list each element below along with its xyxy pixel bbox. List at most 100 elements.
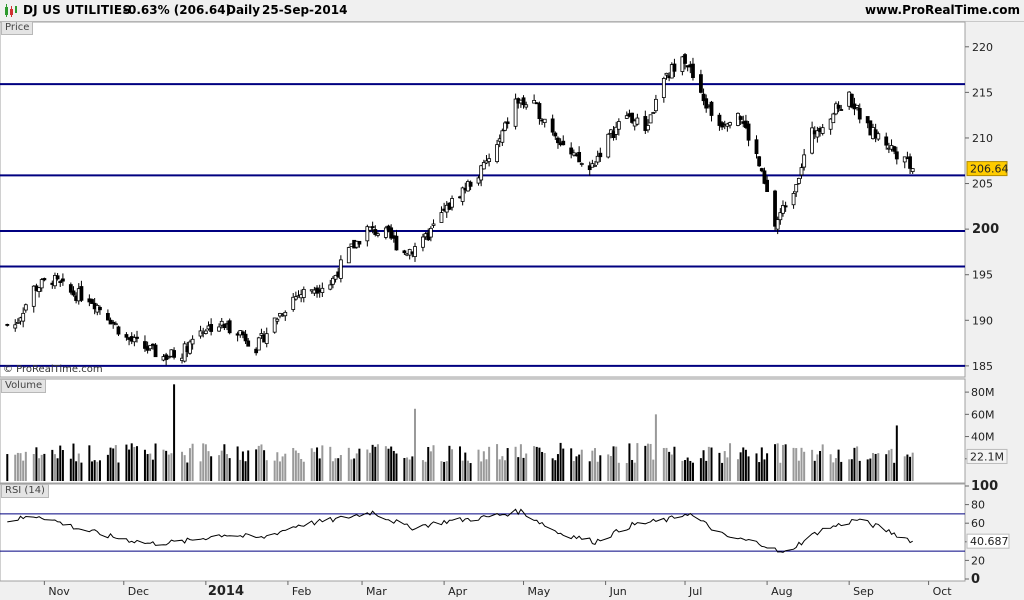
volume-bar — [869, 458, 872, 481]
volume-bar — [853, 447, 856, 481]
candle-body — [264, 333, 269, 344]
volume-bar — [313, 451, 316, 481]
candle-body — [894, 151, 899, 160]
volume-bar — [649, 443, 652, 481]
volume-bar — [819, 450, 822, 481]
volume-bar — [6, 454, 9, 481]
candle-body — [783, 205, 788, 208]
volume-bar — [594, 448, 597, 481]
candle-body — [21, 312, 26, 322]
volume-bar — [149, 453, 152, 481]
volume-bar — [681, 460, 684, 481]
candle-body — [855, 104, 860, 108]
candle-body — [124, 334, 129, 338]
volume-bar — [199, 461, 202, 481]
volume-bar — [533, 446, 536, 481]
price-panel-label: Price — [1, 21, 34, 35]
volume-bar — [668, 451, 671, 481]
volume-bar — [257, 445, 260, 481]
candle-body — [476, 177, 481, 184]
volume-bar — [80, 462, 83, 481]
candle-body — [111, 321, 116, 324]
volume-bar — [93, 460, 96, 481]
volume-bar — [106, 454, 109, 481]
volume-bar — [440, 461, 443, 481]
candle-body — [778, 212, 783, 221]
volume-bar — [220, 450, 223, 481]
volume-bar — [339, 455, 342, 481]
volume-bar — [167, 454, 170, 481]
volume-bar — [69, 458, 72, 481]
volume-bar — [88, 445, 91, 481]
site-link[interactable]: www.ProRealTime.com — [865, 3, 1020, 17]
candle-body — [135, 336, 139, 339]
volume-bar — [281, 456, 284, 481]
volume-bar — [821, 444, 824, 481]
candle-body — [834, 103, 838, 115]
volume-bar — [776, 443, 779, 481]
volume-bar — [181, 451, 184, 481]
volume-bar — [22, 460, 25, 481]
candle-body — [60, 278, 65, 282]
volume-bar — [551, 458, 554, 481]
volume-bar — [654, 414, 657, 481]
volume-bar — [114, 445, 117, 481]
candle-body — [217, 326, 221, 332]
candle-body — [431, 223, 436, 226]
candle-body — [55, 275, 60, 280]
period-label: Daily — [226, 3, 261, 17]
volume-bar — [358, 448, 361, 481]
volume-bar — [874, 453, 877, 481]
rsi-panel[interactable] — [0, 483, 966, 582]
candle-body — [439, 212, 444, 223]
volume-bar — [445, 461, 448, 481]
candle-body — [746, 123, 751, 141]
volume-bar — [477, 449, 480, 481]
candle-body — [172, 350, 176, 358]
candle-body — [90, 299, 94, 304]
volume-bar — [466, 460, 469, 481]
volume-bar — [368, 452, 371, 481]
volume-bar — [109, 447, 112, 481]
volume-bar — [443, 461, 446, 481]
candle-body — [143, 341, 147, 349]
price-change: -0.63% (206.64) — [123, 3, 232, 17]
volume-bar — [173, 384, 176, 481]
volume-bar — [485, 459, 488, 481]
volume-bar — [575, 456, 578, 481]
volume-bar — [427, 446, 430, 481]
candle-body — [259, 333, 264, 336]
price-panel[interactable] — [0, 21, 966, 378]
rsi-tick-label: 0 — [971, 572, 980, 587]
volume-bar — [572, 461, 575, 481]
candle-body — [550, 118, 555, 133]
candle-body — [272, 317, 277, 333]
volume-bar — [350, 459, 353, 481]
volume-bar — [38, 458, 41, 481]
volume-bar — [543, 453, 546, 481]
volume-tick-label: 40M — [971, 431, 995, 444]
volume-bar — [797, 460, 800, 481]
candle-body — [709, 101, 714, 116]
last-volume-label: 22.1M — [970, 450, 1004, 463]
volume-bar — [151, 459, 154, 481]
candle-body — [23, 304, 28, 311]
candle-body — [182, 343, 187, 362]
volume-bar — [337, 458, 340, 481]
candle-body — [595, 155, 600, 163]
volume-bar — [263, 450, 266, 481]
volume-bar — [906, 454, 909, 481]
candle-body — [757, 156, 762, 167]
volume-bar — [871, 452, 874, 481]
candle-body — [524, 104, 529, 108]
volume-bar — [366, 449, 369, 481]
volume-bar — [615, 446, 618, 481]
candle-body — [71, 290, 76, 296]
candle-body — [672, 63, 677, 72]
volume-bar — [723, 451, 726, 481]
volume-bar — [347, 447, 350, 481]
candle-body — [209, 324, 214, 332]
candle-body — [849, 93, 854, 108]
candle-body — [254, 348, 259, 354]
